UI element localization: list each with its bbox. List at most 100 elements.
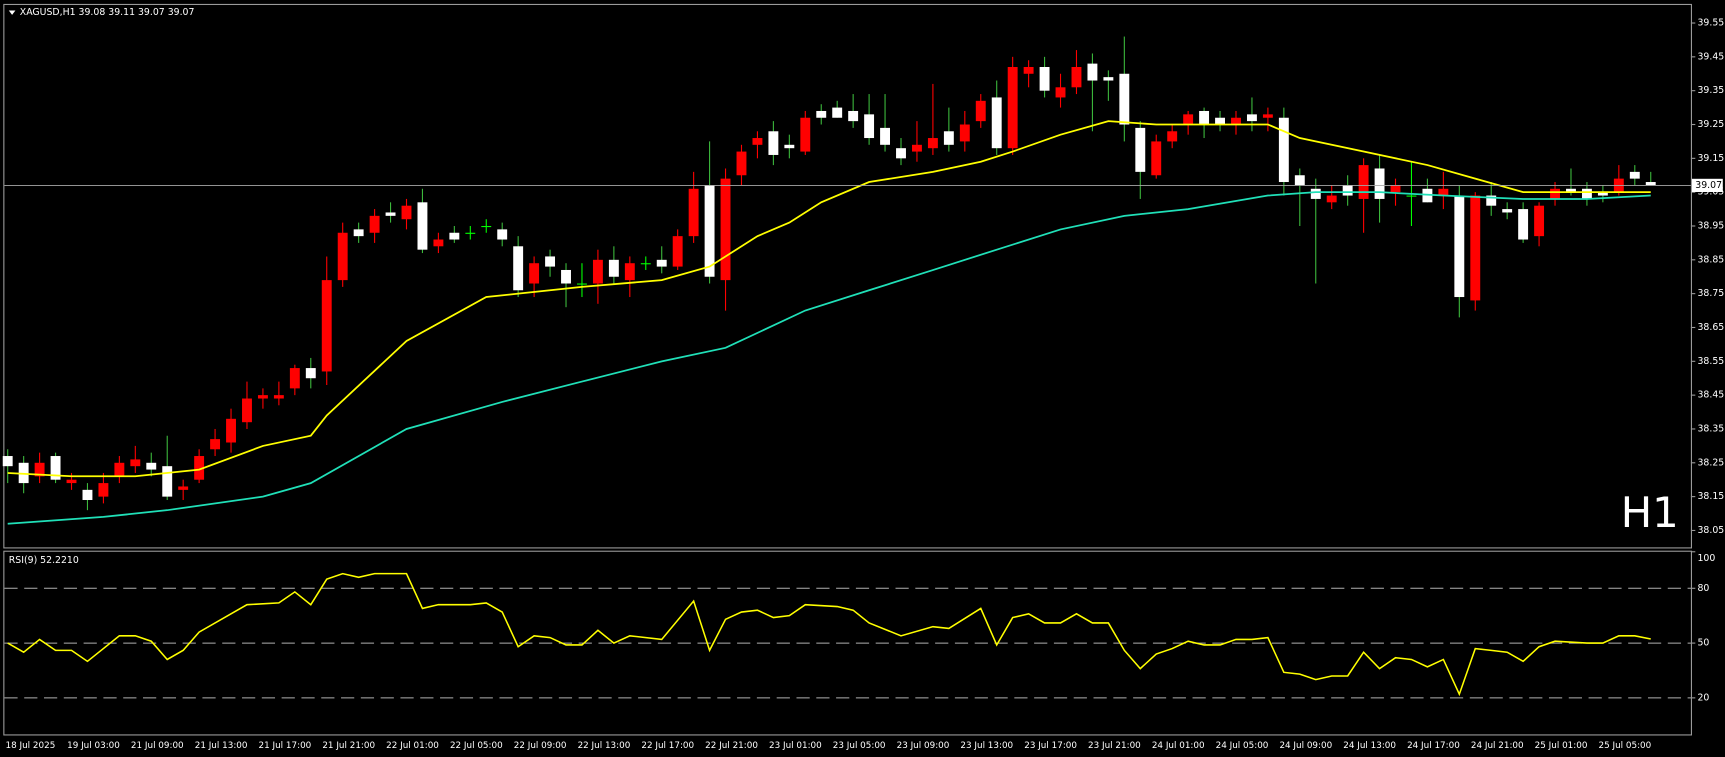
candle-body <box>656 259 667 267</box>
x-tick-label: 25 Jul 05:00 <box>1598 741 1651 751</box>
candle-body <box>1502 209 1513 213</box>
candle-body <box>561 269 571 284</box>
candle-body <box>130 459 141 467</box>
y-tick-label: 80 <box>1697 583 1709 594</box>
candle-body <box>289 368 300 389</box>
y-tick-label: 39.45 <box>1697 51 1724 62</box>
y-tick-label: 39.05 <box>1697 187 1724 198</box>
x-tick-label: 22 Jul 13:00 <box>578 741 631 751</box>
candle-body <box>1039 66 1050 91</box>
candle-body <box>1183 114 1194 125</box>
x-tick-label: 24 Jul 21:00 <box>1471 741 1524 751</box>
candle-body <box>1151 141 1162 176</box>
y-tick-label: 38.85 <box>1697 254 1724 265</box>
candle-body <box>736 151 747 176</box>
candle-body <box>449 232 460 240</box>
candle-body <box>1326 195 1337 203</box>
candle-body <box>433 239 444 247</box>
x-tick-label: 24 Jul 17:00 <box>1407 741 1460 751</box>
candle-body <box>1278 117 1289 183</box>
moving-average-line <box>7 191 1651 525</box>
candle-body <box>210 439 221 450</box>
candle-body <box>608 259 619 277</box>
y-tick-label: 38.05 <box>1697 525 1724 536</box>
price-title: XAGUSD,H1 39.08 39.11 39.07 39.07 <box>20 7 195 18</box>
price-panel-frame <box>3 3 1692 549</box>
candle-body <box>688 188 699 237</box>
candle-body <box>1071 66 1082 88</box>
last-price-label: 39.07 <box>1695 180 1722 191</box>
candle-body <box>401 205 412 220</box>
candle-body <box>864 114 875 139</box>
candle-body <box>832 107 843 118</box>
x-tick-label: 21 Jul 13:00 <box>195 741 248 751</box>
x-tick-label: 23 Jul 09:00 <box>897 741 950 751</box>
candle-body <box>497 229 508 240</box>
last-price-box <box>1691 178 1723 193</box>
candle-body <box>1199 110 1210 125</box>
candle-body <box>896 148 906 159</box>
y-tick-label: 39.35 <box>1697 85 1724 96</box>
candle-body <box>1518 209 1529 240</box>
candle-body <box>1007 66 1018 149</box>
candle-body <box>98 483 109 497</box>
x-tick-label: 19 Jul 03:00 <box>67 741 120 751</box>
candle-body <box>1135 127 1146 172</box>
candle-body <box>1310 188 1321 199</box>
candle-body <box>385 212 396 216</box>
candle-body <box>146 462 157 470</box>
y-tick-label: 100 <box>1697 553 1715 564</box>
candle-body <box>1358 165 1369 199</box>
y-tick-label: 39.55 <box>1697 18 1724 29</box>
candle-body <box>991 97 1002 149</box>
candle-body <box>194 456 205 480</box>
candle-body <box>577 283 587 285</box>
candle-body <box>959 124 970 142</box>
candle-body <box>1597 192 1608 196</box>
candle-body <box>1470 195 1481 301</box>
candle-body <box>943 131 954 145</box>
candle-body <box>1534 205 1545 237</box>
y-tick-label: 38.35 <box>1697 423 1724 434</box>
x-tick-label: 24 Jul 05:00 <box>1216 741 1269 751</box>
y-tick-label: 20 <box>1697 692 1709 703</box>
candle-body <box>273 395 284 399</box>
candle-body <box>1103 77 1114 81</box>
candle-body <box>82 489 93 501</box>
candle-body <box>1087 63 1098 81</box>
y-tick-label: 38.75 <box>1697 288 1724 299</box>
x-tick-label: 22 Jul 17:00 <box>641 741 694 751</box>
x-tick-label: 21 Jul 09:00 <box>131 741 184 751</box>
candle-body <box>784 144 795 149</box>
candle-body <box>529 263 540 284</box>
candle-body <box>752 138 763 145</box>
candle-body <box>720 178 731 281</box>
candle-body <box>337 232 348 281</box>
x-tick-label: 24 Jul 09:00 <box>1279 741 1332 751</box>
x-tick-label: 18 Jul 2025 <box>6 741 56 751</box>
candle-body <box>162 466 173 497</box>
candle-body <box>465 232 476 234</box>
candle-body <box>624 263 635 281</box>
candle-body <box>353 229 364 237</box>
y-tick-label: 39.25 <box>1697 119 1724 130</box>
x-tick-label: 24 Jul 13:00 <box>1343 741 1396 751</box>
x-tick-label: 23 Jul 05:00 <box>833 741 886 751</box>
candle-body <box>1055 87 1066 98</box>
x-tick-label: 21 Jul 21:00 <box>322 741 375 751</box>
candle-body <box>848 110 859 122</box>
x-tick-label: 22 Jul 09:00 <box>514 741 567 751</box>
x-tick-label: 23 Jul 17:00 <box>1024 741 1077 751</box>
x-tick-label: 22 Jul 05:00 <box>450 741 503 751</box>
candle-body <box>257 395 268 399</box>
candle-body <box>1454 195 1465 298</box>
candle-body <box>1342 185 1353 196</box>
candle-body <box>912 144 922 152</box>
x-tick-label: 22 Jul 21:00 <box>705 741 758 751</box>
candle-body <box>178 486 189 490</box>
candle-body <box>1023 66 1034 74</box>
x-tick-label: 23 Jul 13:00 <box>960 741 1013 751</box>
candle-body <box>1629 171 1640 179</box>
